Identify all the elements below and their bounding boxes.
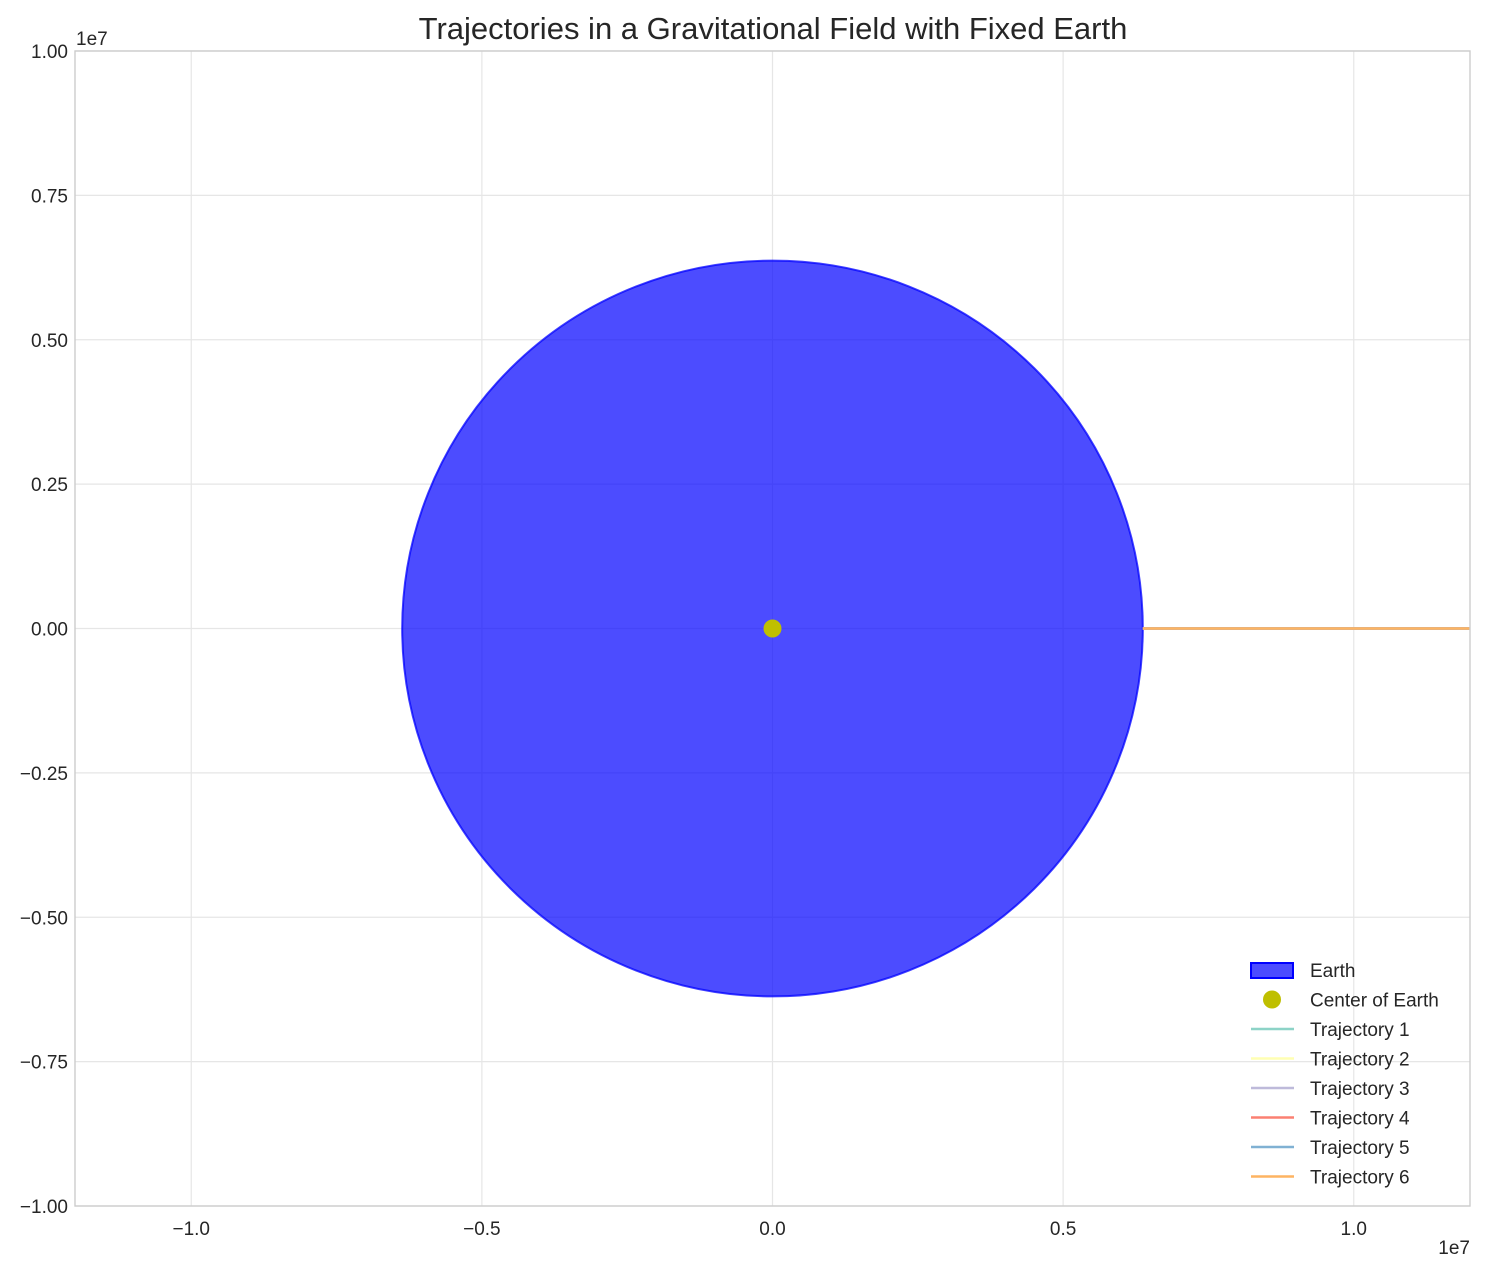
y-tick-label: 0.75 <box>31 186 68 207</box>
legend-label: Trajectory 2 <box>1310 1050 1410 1071</box>
legend-label: Trajectory 5 <box>1310 1138 1410 1159</box>
y-axis-offset-label: 1e7 <box>76 29 108 50</box>
x-tick-label: 0.0 <box>759 1219 785 1240</box>
legend-label-center: Center of Earth <box>1310 991 1439 1012</box>
legend-label: Trajectory 6 <box>1310 1168 1410 1189</box>
x-axis-offset-label: 1e7 <box>1438 1238 1470 1259</box>
y-tick-label: −0.75 <box>20 1053 68 1074</box>
y-tick-label: 0.50 <box>31 331 68 352</box>
plot-frame <box>74 50 1471 1207</box>
axis-ticks: −1.0 −0.5 0.0 0.5 1.0 1.00 0.75 0.50 0.25 0.00 −0.… <box>20 42 1367 1240</box>
y-tick-label: −0.50 <box>20 908 68 929</box>
x-tick-label: 1.0 <box>1341 1219 1367 1240</box>
x-tick-label: −0.5 <box>463 1219 501 1240</box>
legend-label-earth: Earth <box>1310 961 1355 982</box>
legend-marker-center <box>1263 990 1281 1009</box>
legend-label: Trajectory 4 <box>1310 1109 1410 1130</box>
legend-swatch-earth <box>1250 962 1294 979</box>
legend: Earth Center of Earth Trajectory 1 Trajecto… <box>1250 961 1439 1189</box>
chart-title: Trajectories in a Gravitational Field wi… <box>419 11 1128 46</box>
legend-label: Trajectory 1 <box>1310 1020 1410 1041</box>
y-tick-label: −1.00 <box>20 1197 68 1218</box>
center-of-earth-marker <box>763 619 782 638</box>
legend-label: Trajectory 3 <box>1310 1079 1410 1100</box>
plot-area <box>401 259 1470 998</box>
x-tick-label: 0.5 <box>1050 1219 1076 1240</box>
x-tick-label: −1.0 <box>172 1219 210 1240</box>
y-tick-label: 1.00 <box>31 42 68 63</box>
y-tick-label: 0.25 <box>31 475 68 496</box>
y-tick-label: −0.25 <box>20 764 68 785</box>
y-tick-label: 0.00 <box>31 620 68 641</box>
